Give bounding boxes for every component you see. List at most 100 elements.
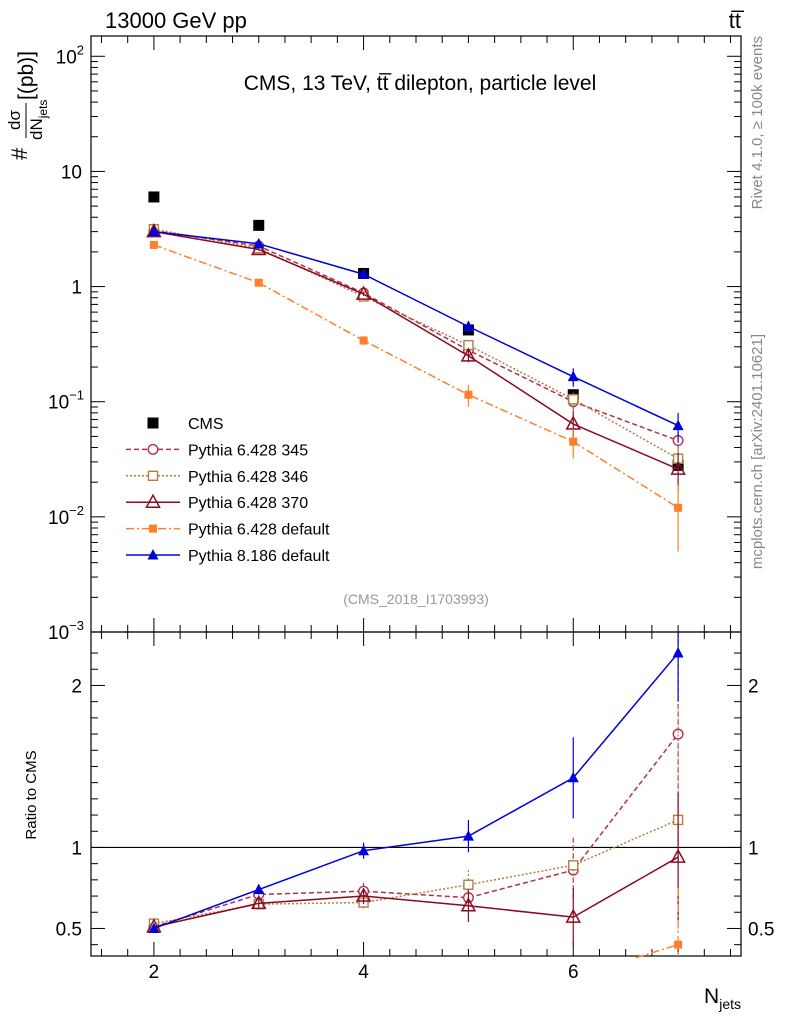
header-left-label: 13000 GeV pp xyxy=(105,8,247,33)
bottom-y-tick-label-right: 1 xyxy=(748,838,759,859)
legend-label: Pythia 6.428 345 xyxy=(188,442,308,459)
ratio-data-point xyxy=(250,894,267,910)
top-data-point xyxy=(149,240,158,249)
top-panel-title: CMS, 13 TeV, tt̅ dilepton, particle leve… xyxy=(244,72,597,95)
bottom-y-tick-label-right: 2 xyxy=(748,676,759,697)
x-axis-label: Njets xyxy=(704,985,741,1012)
ratio-data-point xyxy=(462,830,474,841)
legend-marker xyxy=(145,493,161,508)
top-y-tick-mantissa: 10 xyxy=(48,508,69,529)
top-series xyxy=(146,191,686,552)
bottom-axes: 2 4 6 0.5 0.5 1 1 2 2 xyxy=(56,632,774,983)
top-panel: CMS, 13 TeV, tt̅ dilepton, particle leve… xyxy=(5,35,742,644)
rivet-version-label: Rivet 4.1.0, ≥ 100k events xyxy=(749,36,766,209)
x-label-main: N xyxy=(704,985,719,1008)
legend-entry: Pythia 6.428 default xyxy=(126,522,330,539)
x-tick-label: 2 xyxy=(149,962,160,983)
bottom-series xyxy=(146,632,686,959)
ratio-data-point xyxy=(674,940,683,949)
top-series-line xyxy=(153,230,679,427)
top-data-point xyxy=(567,370,579,382)
ratio-data-point xyxy=(355,887,372,902)
x-tick-label: 4 xyxy=(358,962,369,983)
top-data-point xyxy=(250,240,267,256)
legend-marker xyxy=(149,524,157,533)
ratio-series-line xyxy=(153,733,679,928)
top-y-tick-exponent: 2 xyxy=(77,42,84,57)
ratio-data-point xyxy=(670,848,686,863)
bottom-y-tick-label: 0.5 xyxy=(56,919,82,940)
top-series-5 xyxy=(148,225,684,443)
top-panel-watermark: (CMS_2018_I1703993) xyxy=(343,591,489,607)
top-y-tick-label: 10−3 xyxy=(48,618,84,644)
bottom-series-1 xyxy=(148,706,684,934)
top-data-point xyxy=(355,285,372,300)
bottom-y-tick-label: 1 xyxy=(71,838,82,859)
top-data-point xyxy=(358,268,370,279)
bottom-series-2 xyxy=(146,792,686,947)
top-data-point xyxy=(359,336,368,345)
y-label-denominator: dNjets xyxy=(27,100,50,140)
top-y-tick-exponent: −3 xyxy=(69,618,84,633)
top-series-line xyxy=(153,228,679,460)
top-y-tick-exponent: −1 xyxy=(69,388,84,403)
y-label-den-main: dN xyxy=(27,118,46,140)
top-data-point xyxy=(670,460,686,475)
ratio-data-point xyxy=(567,771,579,783)
legend-marker xyxy=(147,443,159,455)
top-data-point xyxy=(460,347,477,362)
ratio-data-point xyxy=(565,908,582,923)
bottom-y-axis-label: Ratio to CMS xyxy=(23,750,40,839)
x-tick-label: 6 xyxy=(568,962,579,983)
ratio-data-point xyxy=(672,647,684,658)
legend-marker xyxy=(147,470,159,481)
top-data-point xyxy=(146,223,162,238)
top-data-point xyxy=(569,437,578,446)
legend-marker xyxy=(147,549,159,560)
legend-entry: Pythia 6.428 346 xyxy=(126,469,308,486)
top-y-tick-label: 10 xyxy=(61,162,82,183)
top-data-point xyxy=(568,394,579,405)
top-panel-frame xyxy=(90,35,742,633)
ratio-series-line xyxy=(153,652,679,930)
top-series-2 xyxy=(148,223,684,474)
bottom-series-0 xyxy=(148,632,684,933)
y-label-unit: [(pb)] xyxy=(15,51,38,100)
bottom-y-tick-label-right: 0.5 xyxy=(748,919,774,940)
legend-label: Pythia 6.428 370 xyxy=(188,495,308,512)
top-series-0 xyxy=(148,191,684,471)
top-data-point xyxy=(253,219,265,231)
bottom-panel: 2 4 6 0.5 0.5 1 1 2 2 Ratio to CMS Njets xyxy=(23,631,774,1012)
ratio-series-line xyxy=(153,856,679,928)
y-label-den-sub: jets xyxy=(36,100,50,120)
top-series-line xyxy=(153,230,679,470)
ratio-data-point xyxy=(463,879,474,890)
top-y-tick-mantissa: 10 xyxy=(56,47,77,68)
ratio-data-point xyxy=(358,844,370,856)
legend-entry: CMS xyxy=(147,416,224,433)
legend-entry: Pythia 8.186 default xyxy=(126,548,330,565)
legend-label: CMS xyxy=(188,416,224,433)
top-series-4 xyxy=(149,240,683,552)
top-data-point xyxy=(464,390,473,399)
top-series-line xyxy=(153,230,679,442)
ratio-data-point xyxy=(253,883,265,895)
top-y-tick-mantissa: 10 xyxy=(48,623,69,644)
top-data-point xyxy=(148,225,160,237)
legend: CMS Pythia 6.428 345 Pythia 6.428 346 Pythi… xyxy=(126,416,330,565)
ratio-series-line xyxy=(635,943,679,959)
top-y-tick-label: 1 xyxy=(71,278,82,299)
top-data-point xyxy=(674,503,683,512)
bottom-series-3 xyxy=(635,887,683,959)
y-label-hash: # xyxy=(7,147,32,160)
legend-label: Pythia 6.428 default xyxy=(188,522,330,539)
bottom-y-tick-label: 2 xyxy=(71,676,82,697)
top-series-line xyxy=(153,244,679,509)
ratio-data-point xyxy=(148,922,160,933)
top-data-point xyxy=(148,191,160,203)
legend-entry: Pythia 6.428 345 xyxy=(126,442,308,459)
top-y-axis-label: # dσ dNjets [(pb)] xyxy=(5,51,50,160)
mcplots-label: mcplots.cern.ch [arXiv:2401.10621] xyxy=(749,334,766,569)
ratio-data-point xyxy=(460,897,477,912)
